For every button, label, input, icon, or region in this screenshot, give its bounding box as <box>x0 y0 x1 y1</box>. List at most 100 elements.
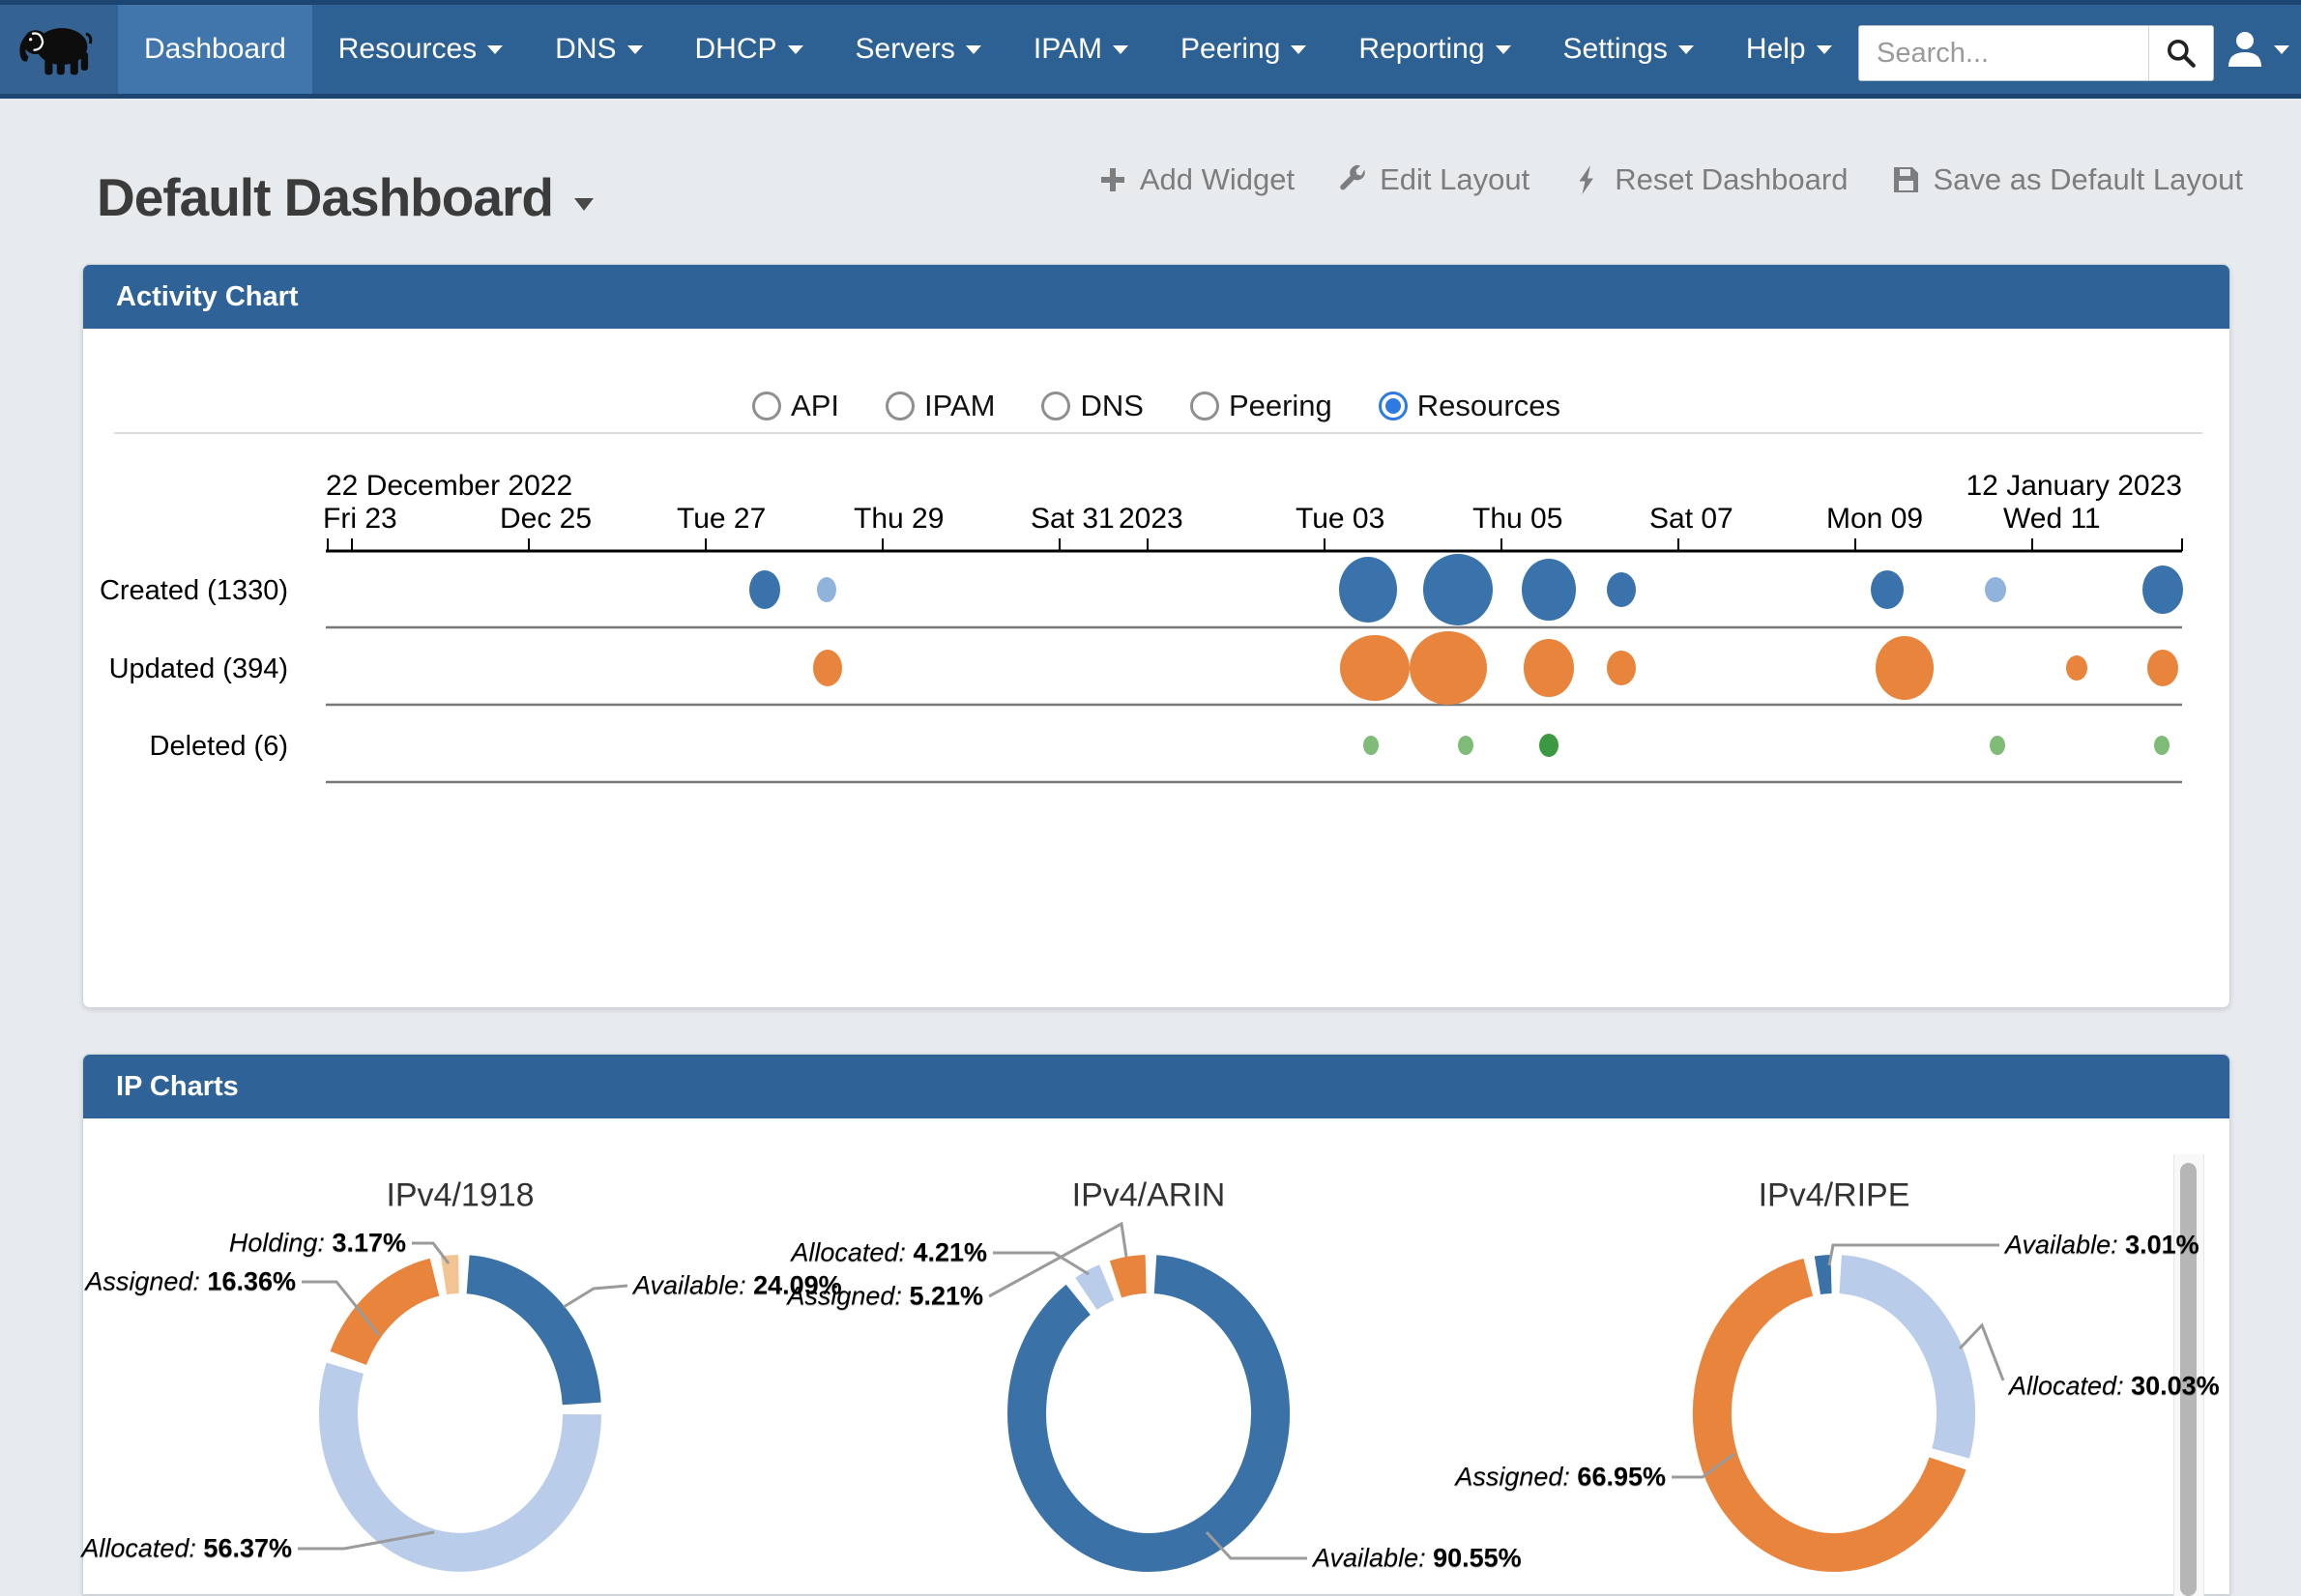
donut-callout: Assigned: 66.95% <box>1455 1463 1666 1493</box>
donut-callout: Available: 3.01% <box>2005 1231 2199 1261</box>
nav-item-dhcp[interactable]: DHCP <box>669 5 830 94</box>
edit-layout-button[interactable]: Edit Layout <box>1337 162 1529 197</box>
nav-item-help[interactable]: Help <box>1720 5 1858 94</box>
filter-radio-label: IPAM <box>923 389 996 422</box>
app-logo[interactable] <box>0 5 118 94</box>
wrench-icon <box>1340 164 1365 190</box>
ip-charts-panel: IP Charts <box>82 1054 2230 1596</box>
chevron-down-icon <box>626 44 643 54</box>
ip-charts-title: IP Charts <box>116 1070 239 1102</box>
callout-value: 16.36% <box>207 1266 296 1296</box>
page-title: Default Dashboard <box>97 167 554 227</box>
nav-item-dns[interactable]: DNS <box>529 5 668 94</box>
filter-radio-resources[interactable]: Resources <box>1378 389 1560 423</box>
chevron-down-icon <box>787 44 803 54</box>
nav-item-settings[interactable]: Settings <box>1537 5 1720 94</box>
top-navbar: Dashboard Resources DNS DHCP Servers IPAM Peer… <box>0 0 2301 99</box>
chevron-down-icon <box>1113 44 1129 54</box>
nav-item-label: IPAM <box>1033 33 1103 65</box>
callout-value: 90.55% <box>1433 1543 1522 1573</box>
filter-radio-peering[interactable]: Peering <box>1189 389 1332 423</box>
elephant-logo-icon <box>19 28 93 75</box>
toolbar-button-label: Save as Default Layout <box>1933 162 2243 196</box>
radio-selected-icon <box>1378 392 1408 421</box>
nav-item-label: Reporting <box>1358 33 1485 65</box>
chevron-down-icon <box>1291 44 1307 54</box>
callout-value: 30.03% <box>2131 1371 2220 1401</box>
activity-chart-header[interactable]: Activity Chart <box>83 265 2229 329</box>
nav-item-servers[interactable]: Servers <box>830 5 1007 94</box>
toolbar-button-label: Add Widget <box>1139 162 1296 196</box>
scrollbar-track[interactable] <box>2173 1154 2204 1596</box>
donut-callout: Holding: 3.17% <box>229 1229 406 1259</box>
nav-item-dashboard[interactable]: Dashboard <box>118 5 312 94</box>
nav-item-label: Servers <box>855 33 955 65</box>
nav-item-label: DNS <box>555 33 617 65</box>
chevron-down-icon <box>1677 44 1694 54</box>
search-button[interactable] <box>2148 26 2213 80</box>
user-menu[interactable] <box>2226 5 2289 94</box>
add-widget-button[interactable]: Add Widget <box>1097 162 1295 197</box>
callout-category: Allocated: <box>81 1533 204 1563</box>
filter-radio-label: API <box>791 389 839 422</box>
toolbar-button-label: Reset Dashboard <box>1615 162 1849 196</box>
chevron-down-icon <box>2274 44 2289 54</box>
callout-value: 3.01% <box>2125 1230 2199 1260</box>
filter-radio-label: Peering <box>1228 389 1332 422</box>
callout-value: 3.17% <box>332 1228 406 1258</box>
chevron-down-icon <box>573 197 594 211</box>
ip-charts-header[interactable]: IP Charts <box>83 1055 2229 1118</box>
activity-chart-title: Activity Chart <box>116 280 299 312</box>
scrollbar-thumb[interactable] <box>2180 1163 2197 1596</box>
bolt-icon <box>1579 165 1594 194</box>
plus-icon <box>1100 168 1124 191</box>
toolbar-button-label: Edit Layout <box>1380 162 1530 196</box>
donut-callout: Allocated: 56.37% <box>81 1534 292 1564</box>
callout-category: Available: <box>2005 1230 2126 1260</box>
donut-callout: Available: 24.09% <box>633 1271 842 1301</box>
callout-category: Assigned: <box>787 1281 910 1311</box>
filter-radio-dns[interactable]: DNS <box>1041 389 1144 423</box>
activity-filter-group: API IPAM DNS Peering Resources <box>82 385 2230 427</box>
nav-item-label: Dashboard <box>144 33 286 65</box>
callout-category: Allocated: <box>791 1237 914 1267</box>
donut-title: IPv4/RIPE <box>1758 1176 1910 1214</box>
save-as-default-layout-button[interactable]: Save as Default Layout <box>1890 162 2243 197</box>
reset-dashboard-button[interactable]: Reset Dashboard <box>1572 162 1848 197</box>
chevron-down-icon <box>965 44 981 54</box>
dashboard-title-menu[interactable]: Default Dashboard <box>97 166 594 228</box>
donut-callout: Allocated: 30.03% <box>2009 1372 2220 1402</box>
filter-radio-ipam[interactable]: IPAM <box>885 389 996 423</box>
filter-radio-label: Resources <box>1416 389 1560 422</box>
donut-callout: Available: 90.55% <box>1313 1544 1522 1574</box>
radio-unselected-icon <box>1041 392 1071 421</box>
callout-category: Assigned: <box>85 1266 208 1296</box>
nav-item-label: Help <box>1745 33 1806 65</box>
activity-chart-panel: Activity Chart <box>82 264 2230 1008</box>
chevron-down-icon <box>487 44 504 54</box>
chevron-down-icon <box>1495 44 1511 54</box>
donut-title: IPv4/ARIN <box>1071 1176 1226 1214</box>
callout-category: Allocated: <box>2009 1371 2132 1401</box>
callout-category: Available: <box>633 1270 754 1300</box>
callout-category: Available: <box>1313 1543 1434 1573</box>
callout-value: 24.09% <box>753 1270 842 1300</box>
filter-radio-api[interactable]: API <box>752 389 839 423</box>
callout-category: Assigned: <box>1455 1462 1578 1492</box>
donut-callout: Assigned: 5.21% <box>787 1282 983 1312</box>
radio-unselected-icon <box>752 392 782 421</box>
nav-item-reporting[interactable]: Reporting <box>1332 5 1536 94</box>
chevron-down-icon <box>1816 44 1832 54</box>
radio-unselected-icon <box>885 392 915 421</box>
nav-item-ipam[interactable]: IPAM <box>1007 5 1154 94</box>
user-icon <box>2228 32 2261 67</box>
global-search <box>1858 25 2214 81</box>
dashboard-toolbar: Add Widget Edit Layout Reset Dashboard Save… <box>1097 162 2243 197</box>
filter-radio-label: DNS <box>1080 389 1144 422</box>
search-icon <box>2167 39 2196 68</box>
donut-callout: Allocated: 4.21% <box>791 1238 987 1268</box>
nav-item-resources[interactable]: Resources <box>312 5 529 94</box>
nav-item-label: Resources <box>337 33 478 65</box>
nav-item-peering[interactable]: Peering <box>1154 5 1332 94</box>
search-input[interactable] <box>1859 26 2148 80</box>
